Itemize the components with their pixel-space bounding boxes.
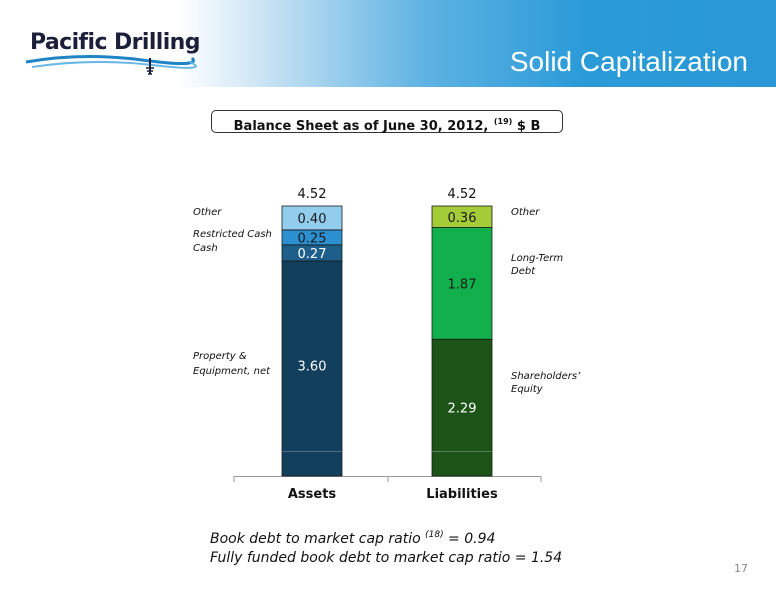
data-label: 0.36: [448, 211, 477, 226]
segment-side-label: Other: [511, 207, 540, 218]
logo-text: Pacific Drilling: [30, 30, 200, 55]
stack-segment: [281, 205, 343, 231]
x-tick-label: Liabilities: [426, 487, 498, 502]
slide-header: Pacific Drilling Solid Capitalization: [0, 0, 776, 87]
segment-side-label: Other: [193, 207, 222, 218]
total-label: 4.52: [298, 187, 327, 202]
segment-side-label: Long-Term: [511, 253, 563, 264]
note-suffix: = 0.94: [443, 531, 496, 547]
subtitle-text: Balance Sheet as of June 30, 2012,: [233, 119, 489, 134]
segment-side-label: Cash: [193, 243, 218, 254]
data-label: 0.27: [298, 247, 327, 262]
stack-segment: [281, 260, 343, 477]
data-label: 0.25: [298, 231, 327, 246]
stack-segment: [431, 227, 493, 340]
subtitle-footnote-ref: (19): [493, 117, 513, 126]
note-text: Fully funded book debt to market cap rat…: [210, 550, 563, 566]
data-label: 1.87: [448, 277, 477, 292]
slide-title: Solid Capitalization: [509, 46, 748, 77]
logo-wave-icon: [25, 54, 197, 75]
total-label: 4.52: [448, 187, 477, 202]
note-fully-funded: Fully funded book debt to market cap rat…: [210, 550, 562, 566]
segment-side-label: Property &: [193, 351, 247, 362]
segment-side-label: Debt: [511, 266, 536, 277]
chart-subtitle: Balance Sheet as of June 30, 2012, (19) …: [211, 110, 563, 134]
segment-side-label: Equity: [511, 384, 544, 395]
segment-side-label: Equipment, net: [193, 366, 271, 377]
note-text: Book debt to market cap ratio: [210, 531, 421, 547]
subtitle-unit: $ B: [516, 119, 541, 134]
stack-segment: [431, 205, 493, 228]
x-tick-label: Assets: [288, 487, 337, 502]
company-logo: Pacific Drilling: [22, 22, 200, 84]
note-ref: (18): [425, 530, 444, 540]
data-label: 2.29: [448, 402, 477, 417]
segment-side-label: Shareholders’: [511, 371, 581, 382]
stack-segment: [431, 338, 493, 477]
data-label: 0.40: [298, 212, 327, 227]
segment-side-label: Restricted Cash: [193, 229, 272, 240]
data-label: 3.60: [298, 359, 327, 374]
note-book-debt: Book debt to market cap ratio (18) = 0.9…: [210, 530, 495, 547]
page-number: 17: [734, 562, 748, 575]
